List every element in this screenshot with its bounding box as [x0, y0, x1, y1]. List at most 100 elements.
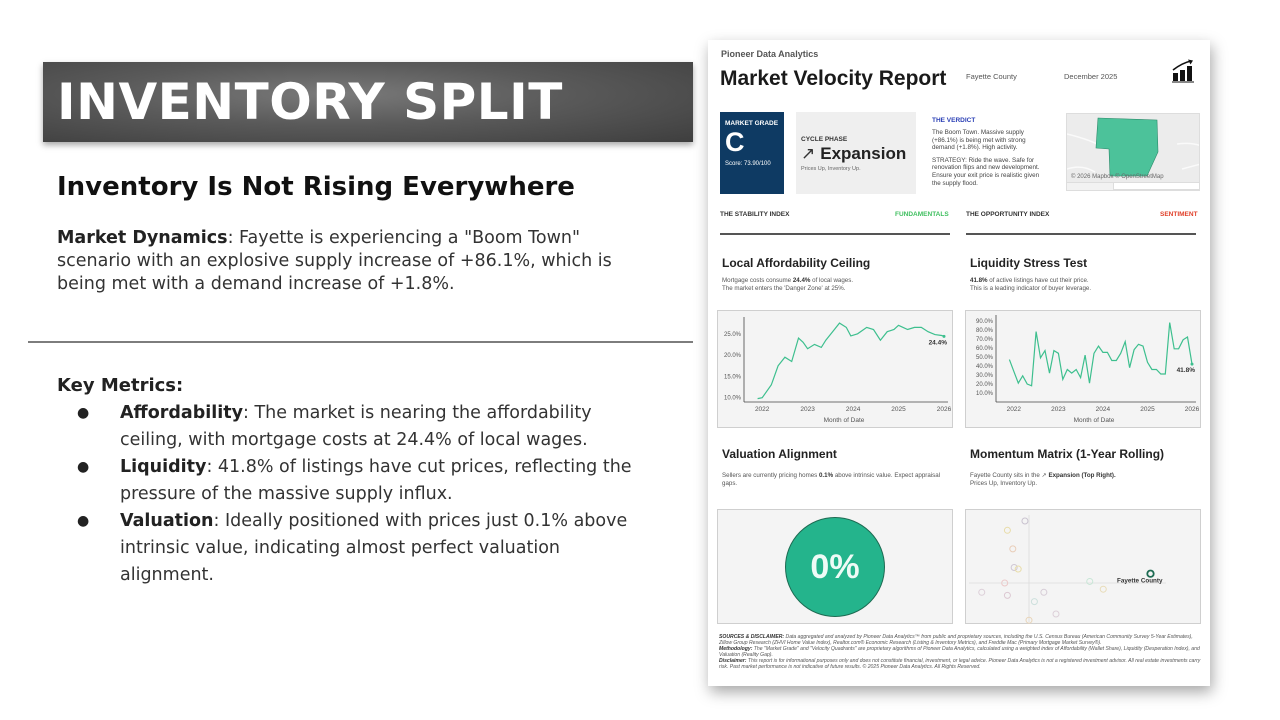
- market-dynamics-paragraph: Market Dynamics: Fayette is experiencing…: [57, 227, 647, 296]
- svg-text:41.8%: 41.8%: [1177, 367, 1196, 374]
- valuation-desc: Sellers are currently pricing homes 0.1%…: [722, 472, 952, 488]
- svg-text:15.0%: 15.0%: [724, 374, 742, 380]
- desc-text: of active listings have cut their price.: [987, 277, 1089, 284]
- title-banner: INVENTORY SPLIT: [43, 62, 693, 142]
- momentum-scatter-chart: Fayette County: [969, 515, 1166, 624]
- momentum-title: Momentum Matrix (1-Year Rolling): [970, 447, 1165, 461]
- footer-label: Methodology:: [719, 646, 753, 652]
- report-county: Fayette County: [966, 72, 1017, 81]
- liquidity-desc: 41.8% of active listings have cut their …: [970, 277, 1200, 293]
- desc-bold: 41.8%: [970, 277, 988, 284]
- svg-text:30.0%: 30.0%: [976, 373, 994, 379]
- liquidity-line-chart: 10.0% 20.0% 30.0% 40.0% 50.0% 60.0% 70.0% 80.0%…: [976, 315, 1200, 424]
- svg-text:10.0%: 10.0%: [724, 396, 742, 402]
- county-map[interactable]: © 2026 Mapbox © OpenStreetMap: [1066, 113, 1200, 191]
- sentiment-tag: SENTIMENT: [1160, 211, 1198, 218]
- verdict-label: THE VERDICT: [932, 117, 976, 124]
- svg-text:10.0%: 10.0%: [976, 391, 994, 397]
- svg-text:Month of Date: Month of Date: [1074, 417, 1115, 424]
- svg-text:20.0%: 20.0%: [724, 353, 742, 359]
- svg-text:90.0%: 90.0%: [976, 319, 994, 325]
- desc-text: Prices Up, Inventory Up.: [970, 480, 1038, 487]
- footer-label: Disclaimer:: [719, 658, 747, 664]
- map-roads: [1067, 133, 1199, 173]
- metric-label: Valuation: [120, 511, 214, 531]
- market-dynamics-text: : Fayette is experiencing a "Boom Town" …: [57, 228, 612, 294]
- svg-text:2023: 2023: [1051, 406, 1066, 413]
- svg-text:Fayette County: Fayette County: [1117, 578, 1163, 585]
- opportunity-index-label: THE OPPORTUNITY INDEX: [966, 211, 1050, 218]
- valuation-gauge-value: 0%: [810, 547, 860, 586]
- momentum-matrix: Fayette County: [965, 509, 1201, 624]
- liquidity-chart: 10.0% 20.0% 30.0% 40.0% 50.0% 60.0% 70.0% 80.0%…: [965, 310, 1201, 428]
- county-shape: [1095, 117, 1159, 177]
- cycle-phase-sub: Prices Up, Inventory Up.: [801, 166, 861, 172]
- svg-text:20.0%: 20.0%: [976, 382, 994, 388]
- map-credit: © 2026 Mapbox © OpenStreetMap: [1071, 174, 1164, 180]
- footer-text: The "Market Grade" and "Velocity Quadran…: [719, 646, 1200, 658]
- market-dynamics-label: Market Dynamics: [57, 228, 228, 248]
- report-footer: SOURCES & DISCLAIMER: Data aggregated an…: [719, 634, 1201, 670]
- key-metrics-list: ● Affordability: The market is nearing t…: [57, 400, 657, 589]
- market-grade-value: C: [725, 127, 745, 157]
- map-control-bar[interactable]: [1113, 182, 1199, 190]
- report-date: December 2025: [1064, 72, 1118, 81]
- bullet-icon: ●: [77, 459, 90, 475]
- market-grade-card: MARKET GRADE C Score: 73.90/100: [720, 112, 784, 194]
- bullet-icon: ●: [77, 513, 90, 529]
- metric-label: Liquidity: [120, 457, 207, 477]
- valuation-title: Valuation Alignment: [722, 447, 837, 461]
- report-title: Market Velocity Report: [720, 67, 947, 90]
- cycle-phase-card: CYCLE PHASE ↗ Expansion Prices Up, Inven…: [796, 112, 916, 194]
- desc-bold: 0.1%: [818, 472, 834, 479]
- affordability-chart: 10.0% 15.0% 20.0% 25.0% 2022 2023 2024 2025 2026…: [717, 310, 953, 428]
- svg-text:2022: 2022: [1007, 406, 1022, 413]
- desc-text: Mortgage costs consume: [722, 277, 793, 284]
- liquidity-title: Liquidity Stress Test: [970, 256, 1088, 270]
- slide-subtitle: Inventory Is Not Rising Everywhere: [57, 172, 575, 202]
- market-grade-label: MARKET GRADE: [725, 120, 779, 127]
- section-divider: [28, 341, 693, 343]
- stability-rule: [720, 233, 950, 235]
- key-metrics-heading: Key Metrics:: [57, 375, 184, 396]
- svg-text:Month of Date: Month of Date: [824, 417, 865, 424]
- affordability-line-chart: 10.0% 15.0% 20.0% 25.0% 2022 2023 2024 2025 2026…: [724, 317, 952, 424]
- trend-up-arrow-icon: ↗: [801, 144, 816, 163]
- footer-text: Data aggregated and analyzed by Pioneer …: [719, 634, 1193, 646]
- metric-text: : The market is nearing the affordabilit…: [120, 403, 592, 450]
- svg-text:2025: 2025: [1140, 406, 1155, 413]
- desc-text: Fayette County sits in the ↗: [970, 472, 1049, 479]
- desc-text: This is a leading indicator of buyer lev…: [970, 285, 1092, 292]
- svg-text:40.0%: 40.0%: [976, 364, 994, 370]
- svg-text:2024: 2024: [846, 406, 861, 413]
- valuation-gauge: 0%: [717, 509, 953, 624]
- fundamentals-tag: FUNDAMENTALS: [895, 211, 949, 218]
- svg-text:70.0%: 70.0%: [976, 337, 994, 343]
- svg-text:25.0%: 25.0%: [724, 332, 742, 338]
- svg-text:2025: 2025: [891, 406, 906, 413]
- bar-chart-growth-icon: [1172, 59, 1194, 83]
- metric-item-valuation: ● Valuation: Ideally positioned with pri…: [57, 508, 657, 589]
- momentum-desc: Fayette County sits in the ↗ Expansion (…: [970, 472, 1200, 488]
- svg-text:50.0%: 50.0%: [976, 355, 994, 361]
- footer-label: SOURCES & DISCLAIMER:: [719, 634, 785, 640]
- metric-item-affordability: ● Affordability: The market is nearing t…: [57, 400, 657, 454]
- verdict-text: The Boom Town. Massive supply (+86.1%) i…: [932, 129, 1026, 152]
- affordability-desc: Mortgage costs consume 24.4% of local wa…: [722, 277, 952, 293]
- svg-text:2026: 2026: [937, 406, 952, 413]
- verdict-block: THE VERDICT The Boom Town. Massive suppl…: [932, 117, 1048, 187]
- cycle-phase-label: CYCLE PHASE: [801, 136, 848, 143]
- desc-bold: 24.4%: [792, 277, 811, 284]
- market-grade-score: Score: 73.90/100: [725, 161, 771, 167]
- metric-item-liquidity: ● Liquidity: 41.8% of listings have cut …: [57, 454, 657, 508]
- metric-label: Affordability: [120, 403, 244, 423]
- metric-text: : 41.8% of listings have cut prices, ref…: [120, 457, 632, 504]
- stability-index-label: THE STABILITY INDEX: [720, 211, 790, 218]
- svg-text:60.0%: 60.0%: [976, 346, 994, 352]
- svg-text:2022: 2022: [755, 406, 770, 413]
- metric-text: : Ideally positioned with prices just 0.…: [120, 511, 628, 585]
- desc-text: Sellers are currently pricing homes: [722, 472, 819, 479]
- desc-bold: Expansion (Top Right).: [1048, 472, 1116, 479]
- cycle-phase-value: Expansion: [820, 144, 907, 163]
- map-control-bar[interactable]: [1067, 182, 1113, 190]
